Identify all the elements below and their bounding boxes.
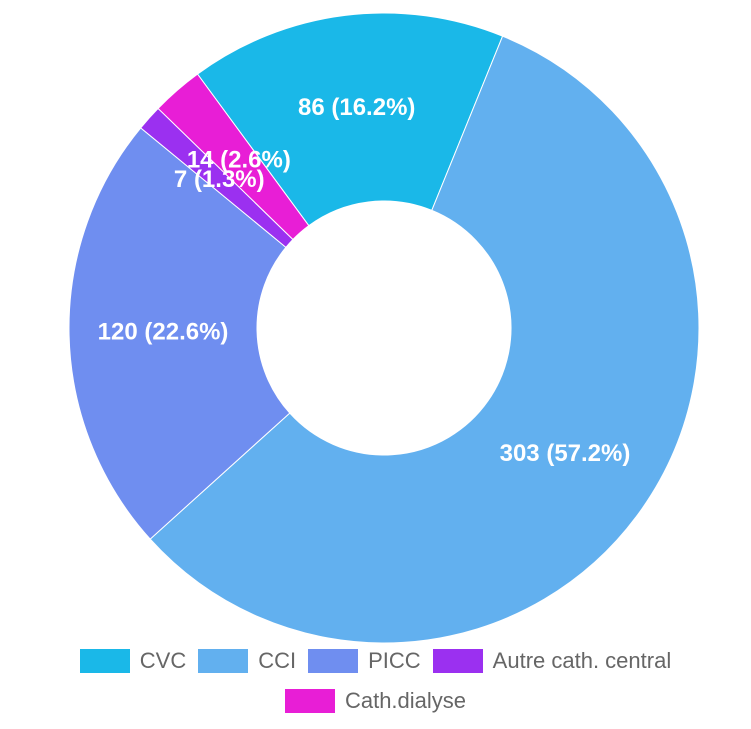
legend-swatch: [198, 649, 249, 673]
legend-label: CVC: [139, 648, 187, 673]
legend-item[interactable]: PICC: [308, 648, 421, 674]
slice: [196, 12, 504, 227]
legend-label: Autre cath. central: [492, 648, 672, 673]
slice: [68, 127, 291, 540]
legend-item[interactable]: CVC: [79, 648, 187, 674]
legend-item[interactable]: Autre cath. central: [432, 648, 672, 674]
data-label: 303 (57.2%): [500, 440, 631, 467]
legend-label: PICC: [368, 648, 421, 673]
data-label: 120 (22.6%): [98, 318, 229, 345]
slice: [157, 73, 310, 241]
legend-label: Cath.dialyse: [344, 688, 467, 713]
data-label: 86 (16.2%): [298, 94, 415, 121]
chart: 86 (16.2%) 303 (57.2%) 120 (22.6%) 7 (1.3%)…: [68, 12, 700, 644]
legend-item[interactable]: Cath.dialyse: [284, 688, 467, 714]
data-label: 7 (1.3%): [174, 166, 265, 193]
legend-label: CCI: [258, 648, 297, 673]
data-label: 14 (2.6%): [187, 147, 291, 174]
legend-item[interactable]: CCI: [198, 648, 296, 674]
legend-swatch: [432, 649, 483, 673]
legend: CVC CCI PICC Autre cath. central Cath.dialys…: [0, 648, 751, 714]
legend-swatch: [284, 689, 335, 713]
slice: [149, 35, 700, 644]
legend-swatch: [308, 649, 359, 673]
legend-swatch: [79, 649, 130, 673]
